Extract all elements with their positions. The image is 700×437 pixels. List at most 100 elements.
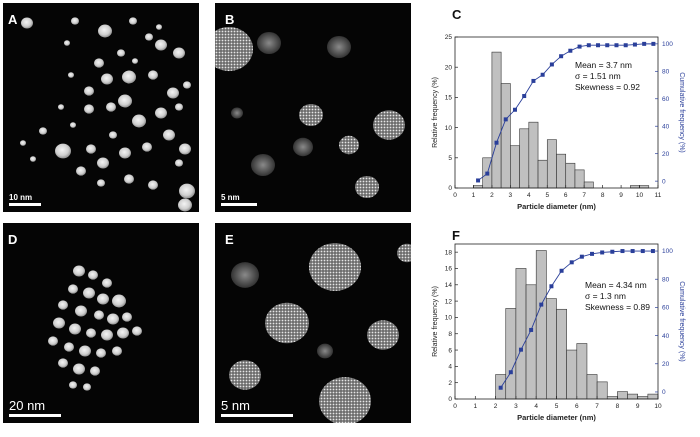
- nanoparticle: [84, 86, 94, 96]
- histogram-bar: [556, 153, 567, 189]
- y-tick-label: 2: [448, 380, 452, 387]
- histogram-bar: [576, 343, 588, 400]
- nanoparticle: [327, 35, 351, 59]
- y2-tick-label: 40: [662, 123, 670, 130]
- cumulative-point: [590, 251, 595, 256]
- nanoparticle: [39, 127, 47, 135]
- histogram-bar: [647, 393, 659, 400]
- nanoparticle: [20, 140, 26, 146]
- x-tick-label: 4: [534, 403, 538, 410]
- y-tick-label: 4: [448, 364, 452, 371]
- nanoparticle: [231, 262, 259, 288]
- histogram-bar: [566, 349, 578, 400]
- cumulative-point: [642, 41, 647, 46]
- nanoparticle: [73, 265, 85, 277]
- cumulative-point: [650, 249, 655, 254]
- x-tick-label: 6: [564, 192, 568, 199]
- x-tick-label: 5: [555, 403, 559, 410]
- panel-b-label: B: [225, 12, 235, 27]
- panel-e-micrograph: E 5 nm: [215, 223, 411, 423]
- nanoparticle: [145, 33, 153, 41]
- y-tick-label: 0: [448, 185, 452, 192]
- nanoparticle: [55, 143, 71, 159]
- panel-b-particles: [215, 26, 405, 199]
- y-tick-label: 10: [445, 125, 453, 132]
- y-tick-label: 10: [445, 315, 453, 322]
- x-tick-label: 9: [619, 192, 623, 199]
- x-axis-label: Particle diameter (nm): [517, 202, 596, 211]
- nanoparticle: [97, 179, 105, 187]
- nanoparticle: [83, 287, 95, 299]
- x-tick-label: 8: [601, 192, 605, 199]
- nanoparticle: [97, 293, 109, 305]
- y2-tick-label: 80: [662, 69, 670, 76]
- cumulative-point: [518, 347, 523, 352]
- x-tick-label: 8: [616, 403, 620, 410]
- y2-tick-label: 60: [662, 96, 670, 103]
- nanoparticle: [68, 72, 74, 78]
- nanoparticle: [148, 180, 158, 190]
- nanoparticle: [106, 102, 116, 112]
- nanoparticle: [79, 345, 91, 357]
- x-tick-label: 2: [490, 192, 494, 199]
- histogram-bar: [586, 374, 598, 400]
- panel-a-micrograph: A 10 nm: [3, 3, 199, 212]
- nanoparticle: [21, 17, 33, 29]
- y-tick-label: 5: [448, 155, 452, 162]
- cumulative-point: [620, 249, 625, 254]
- nanoparticle: [355, 175, 379, 199]
- cumulative-point: [605, 43, 610, 48]
- panel-d-scale-text: 20 nm: [9, 398, 46, 413]
- plot-frame: [454, 36, 659, 189]
- y-tick-label: 6: [448, 347, 452, 354]
- cumulative-point: [549, 62, 554, 67]
- nanoparticle: [299, 103, 323, 127]
- nanoparticle: [148, 70, 158, 80]
- nanoparticle: [112, 346, 122, 356]
- panel-e-scale-text: 5 nm: [221, 398, 250, 413]
- nanoparticle: [251, 153, 275, 177]
- cumulative-point: [577, 44, 582, 49]
- nanoparticle: [94, 58, 104, 68]
- nanoparticle: [76, 166, 86, 176]
- nanoparticle: [178, 198, 192, 212]
- cumulative-point: [596, 43, 601, 48]
- panel-c-histogram: 0 1 2 3 4 5 6 7 8 9 10 11 0 5 10 15 20 25 0 20 40 60 80 100 Part…: [420, 0, 700, 220]
- nanoparticle: [117, 49, 125, 57]
- nanoparticle: [98, 24, 112, 38]
- nanoparticle: [122, 312, 132, 322]
- nanoparticle: [173, 47, 185, 59]
- nanoparticle: [122, 70, 136, 84]
- panel-a-label: A: [8, 12, 18, 27]
- panel-a-particles: [20, 17, 195, 212]
- cumulative-point: [569, 260, 574, 265]
- cumulative-point: [568, 48, 573, 53]
- histogram-bar: [537, 159, 548, 189]
- nanoparticle: [367, 320, 399, 350]
- panel-f-mean: Mean = 4.34 nm: [585, 280, 647, 290]
- x-tick-label: 5: [545, 192, 549, 199]
- nanoparticle: [86, 144, 96, 154]
- nanoparticle: [64, 342, 74, 352]
- y2-tick-label: 80: [662, 276, 670, 283]
- y-tick-label: 18: [445, 249, 453, 256]
- y-tick-label: 8: [448, 331, 452, 338]
- nanoparticle: [373, 110, 405, 140]
- x-tick-label: 7: [595, 403, 599, 410]
- nanoparticle: [179, 183, 195, 199]
- cumulative-point: [651, 41, 656, 46]
- nanoparticle: [71, 17, 79, 25]
- panel-b-scale-text: 5 nm: [221, 193, 240, 202]
- nanoparticle: [30, 156, 36, 162]
- panel-d-label: D: [8, 232, 18, 247]
- x-tick-label: 1: [473, 403, 477, 410]
- histogram-bar: [546, 139, 557, 189]
- cumulative-point: [476, 178, 481, 183]
- cumulative-point: [559, 54, 564, 59]
- nanoparticle: [175, 103, 183, 111]
- nanoparticle: [97, 157, 109, 169]
- nanoparticle: [155, 39, 167, 51]
- panel-f-label: F: [452, 228, 460, 243]
- nanoparticle: [179, 143, 191, 155]
- nanoparticle: [317, 343, 333, 359]
